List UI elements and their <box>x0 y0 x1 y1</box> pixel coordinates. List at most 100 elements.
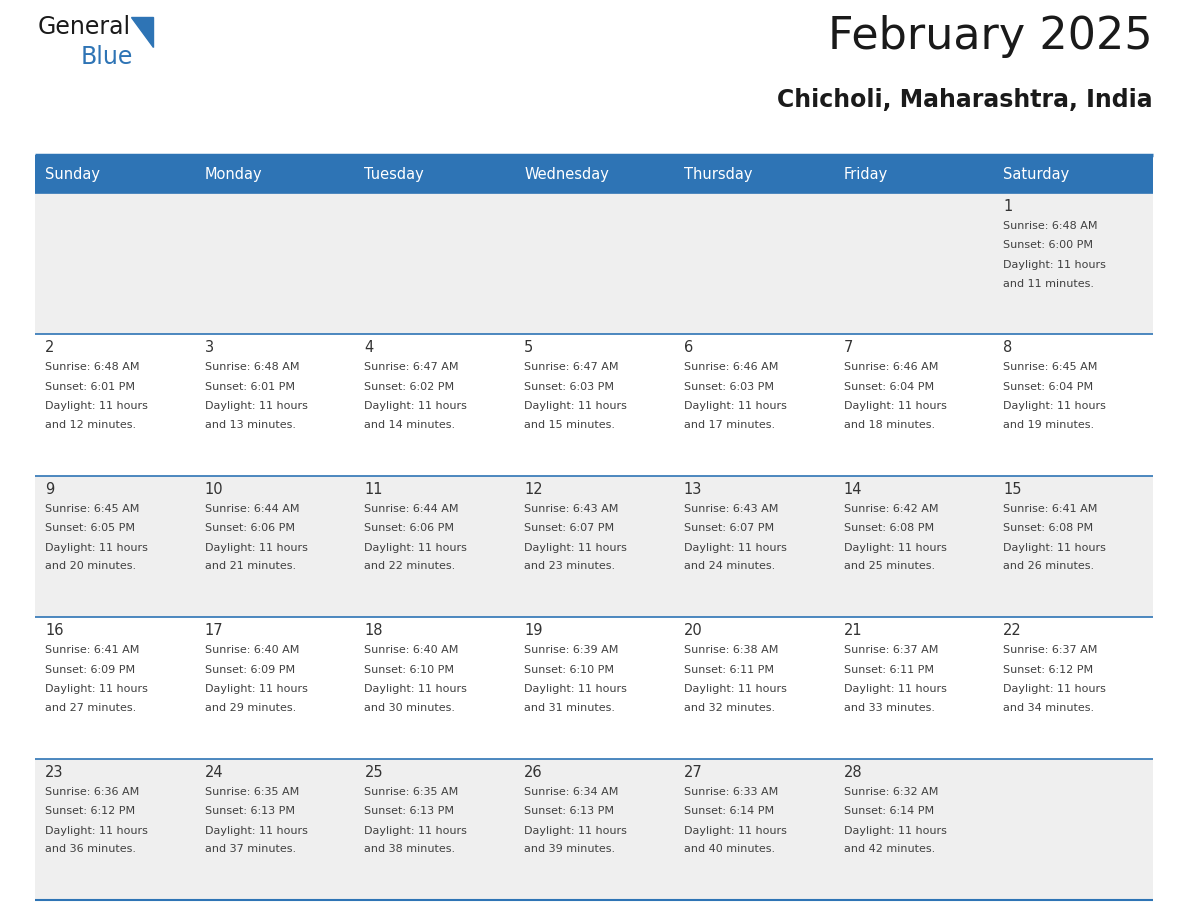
Bar <box>674 334 834 476</box>
Text: Sunrise: 6:44 AM: Sunrise: 6:44 AM <box>204 504 299 514</box>
Text: Sunset: 6:07 PM: Sunset: 6:07 PM <box>684 523 775 533</box>
Text: Sunrise: 6:40 AM: Sunrise: 6:40 AM <box>365 645 459 655</box>
Text: Sunset: 6:08 PM: Sunset: 6:08 PM <box>843 523 934 533</box>
Text: 24: 24 <box>204 765 223 779</box>
Text: Daylight: 11 hours: Daylight: 11 hours <box>1004 260 1106 270</box>
Text: Thursday: Thursday <box>684 166 752 182</box>
Text: Daylight: 11 hours: Daylight: 11 hours <box>45 825 147 835</box>
Text: 12: 12 <box>524 482 543 497</box>
Text: Daylight: 11 hours: Daylight: 11 hours <box>524 684 627 694</box>
Text: and 18 minutes.: and 18 minutes. <box>843 420 935 430</box>
Text: Sunday: Sunday <box>45 166 100 182</box>
Text: Sunrise: 6:46 AM: Sunrise: 6:46 AM <box>684 363 778 373</box>
Text: and 26 minutes.: and 26 minutes. <box>1004 561 1094 571</box>
Text: Sunrise: 6:45 AM: Sunrise: 6:45 AM <box>45 504 139 514</box>
Bar <box>195 476 354 617</box>
Text: Daylight: 11 hours: Daylight: 11 hours <box>843 825 947 835</box>
Bar <box>514 617 674 758</box>
Text: Daylight: 11 hours: Daylight: 11 hours <box>843 684 947 694</box>
Text: and 31 minutes.: and 31 minutes. <box>524 702 615 712</box>
Text: Sunset: 6:10 PM: Sunset: 6:10 PM <box>365 665 455 675</box>
Bar <box>514 758 674 900</box>
Text: and 32 minutes.: and 32 minutes. <box>684 702 775 712</box>
Text: and 20 minutes.: and 20 minutes. <box>45 561 137 571</box>
Text: and 33 minutes.: and 33 minutes. <box>843 702 935 712</box>
Text: and 19 minutes.: and 19 minutes. <box>1004 420 1094 430</box>
Text: and 25 minutes.: and 25 minutes. <box>843 561 935 571</box>
Text: Daylight: 11 hours: Daylight: 11 hours <box>204 543 308 553</box>
Text: Sunset: 6:12 PM: Sunset: 6:12 PM <box>45 806 135 816</box>
Text: and 13 minutes.: and 13 minutes. <box>204 420 296 430</box>
Text: 19: 19 <box>524 623 543 638</box>
Text: Friday: Friday <box>843 166 887 182</box>
Bar <box>834 476 993 617</box>
Text: Sunrise: 6:44 AM: Sunrise: 6:44 AM <box>365 504 459 514</box>
Bar <box>674 193 834 334</box>
Text: Daylight: 11 hours: Daylight: 11 hours <box>365 825 467 835</box>
Text: Sunset: 6:07 PM: Sunset: 6:07 PM <box>524 523 614 533</box>
Bar <box>834 193 993 334</box>
Text: 7: 7 <box>843 341 853 355</box>
Bar <box>354 155 514 193</box>
Text: 26: 26 <box>524 765 543 779</box>
Bar <box>993 758 1154 900</box>
Text: and 39 minutes.: and 39 minutes. <box>524 845 615 854</box>
Text: and 30 minutes.: and 30 minutes. <box>365 702 455 712</box>
Bar <box>354 193 514 334</box>
Text: Sunset: 6:08 PM: Sunset: 6:08 PM <box>1004 523 1093 533</box>
Bar <box>834 155 993 193</box>
Bar <box>993 476 1154 617</box>
Bar <box>34 155 195 193</box>
Bar <box>34 758 195 900</box>
Text: Daylight: 11 hours: Daylight: 11 hours <box>684 825 786 835</box>
Text: Sunset: 6:14 PM: Sunset: 6:14 PM <box>843 806 934 816</box>
Bar <box>514 155 674 193</box>
Text: Sunrise: 6:45 AM: Sunrise: 6:45 AM <box>1004 363 1098 373</box>
Text: Blue: Blue <box>81 45 133 69</box>
Text: Sunset: 6:00 PM: Sunset: 6:00 PM <box>1004 241 1093 251</box>
Text: Daylight: 11 hours: Daylight: 11 hours <box>204 401 308 411</box>
Text: and 23 minutes.: and 23 minutes. <box>524 561 615 571</box>
Text: Sunrise: 6:39 AM: Sunrise: 6:39 AM <box>524 645 619 655</box>
Bar <box>34 334 195 476</box>
Text: 15: 15 <box>1004 482 1022 497</box>
Text: Sunset: 6:04 PM: Sunset: 6:04 PM <box>1004 382 1093 392</box>
Text: Sunset: 6:11 PM: Sunset: 6:11 PM <box>843 665 934 675</box>
Text: Sunset: 6:01 PM: Sunset: 6:01 PM <box>45 382 135 392</box>
Text: Sunset: 6:13 PM: Sunset: 6:13 PM <box>204 806 295 816</box>
Bar <box>34 617 195 758</box>
Text: 16: 16 <box>45 623 63 638</box>
Text: Saturday: Saturday <box>1004 166 1069 182</box>
Text: 4: 4 <box>365 341 374 355</box>
Text: Daylight: 11 hours: Daylight: 11 hours <box>365 684 467 694</box>
Text: Sunrise: 6:48 AM: Sunrise: 6:48 AM <box>204 363 299 373</box>
Bar <box>195 193 354 334</box>
Text: and 38 minutes.: and 38 minutes. <box>365 845 455 854</box>
Text: Sunrise: 6:48 AM: Sunrise: 6:48 AM <box>1004 221 1098 231</box>
Text: Sunrise: 6:32 AM: Sunrise: 6:32 AM <box>843 787 939 797</box>
Text: Daylight: 11 hours: Daylight: 11 hours <box>45 684 147 694</box>
Bar <box>674 617 834 758</box>
Text: Sunset: 6:13 PM: Sunset: 6:13 PM <box>365 806 455 816</box>
Bar <box>195 334 354 476</box>
Bar <box>354 758 514 900</box>
Text: 10: 10 <box>204 482 223 497</box>
Text: and 37 minutes.: and 37 minutes. <box>204 845 296 854</box>
Text: 27: 27 <box>684 765 702 779</box>
Text: and 12 minutes.: and 12 minutes. <box>45 420 137 430</box>
Text: and 17 minutes.: and 17 minutes. <box>684 420 775 430</box>
Bar <box>993 155 1154 193</box>
Bar <box>674 758 834 900</box>
Text: 6: 6 <box>684 341 693 355</box>
Text: 21: 21 <box>843 623 862 638</box>
Text: and 24 minutes.: and 24 minutes. <box>684 561 775 571</box>
Text: 22: 22 <box>1004 623 1022 638</box>
Text: and 21 minutes.: and 21 minutes. <box>204 561 296 571</box>
Bar <box>834 334 993 476</box>
Text: Daylight: 11 hours: Daylight: 11 hours <box>204 825 308 835</box>
Text: Sunset: 6:04 PM: Sunset: 6:04 PM <box>843 382 934 392</box>
Text: 18: 18 <box>365 623 383 638</box>
Text: and 29 minutes.: and 29 minutes. <box>204 702 296 712</box>
Bar <box>674 155 834 193</box>
Text: 14: 14 <box>843 482 862 497</box>
